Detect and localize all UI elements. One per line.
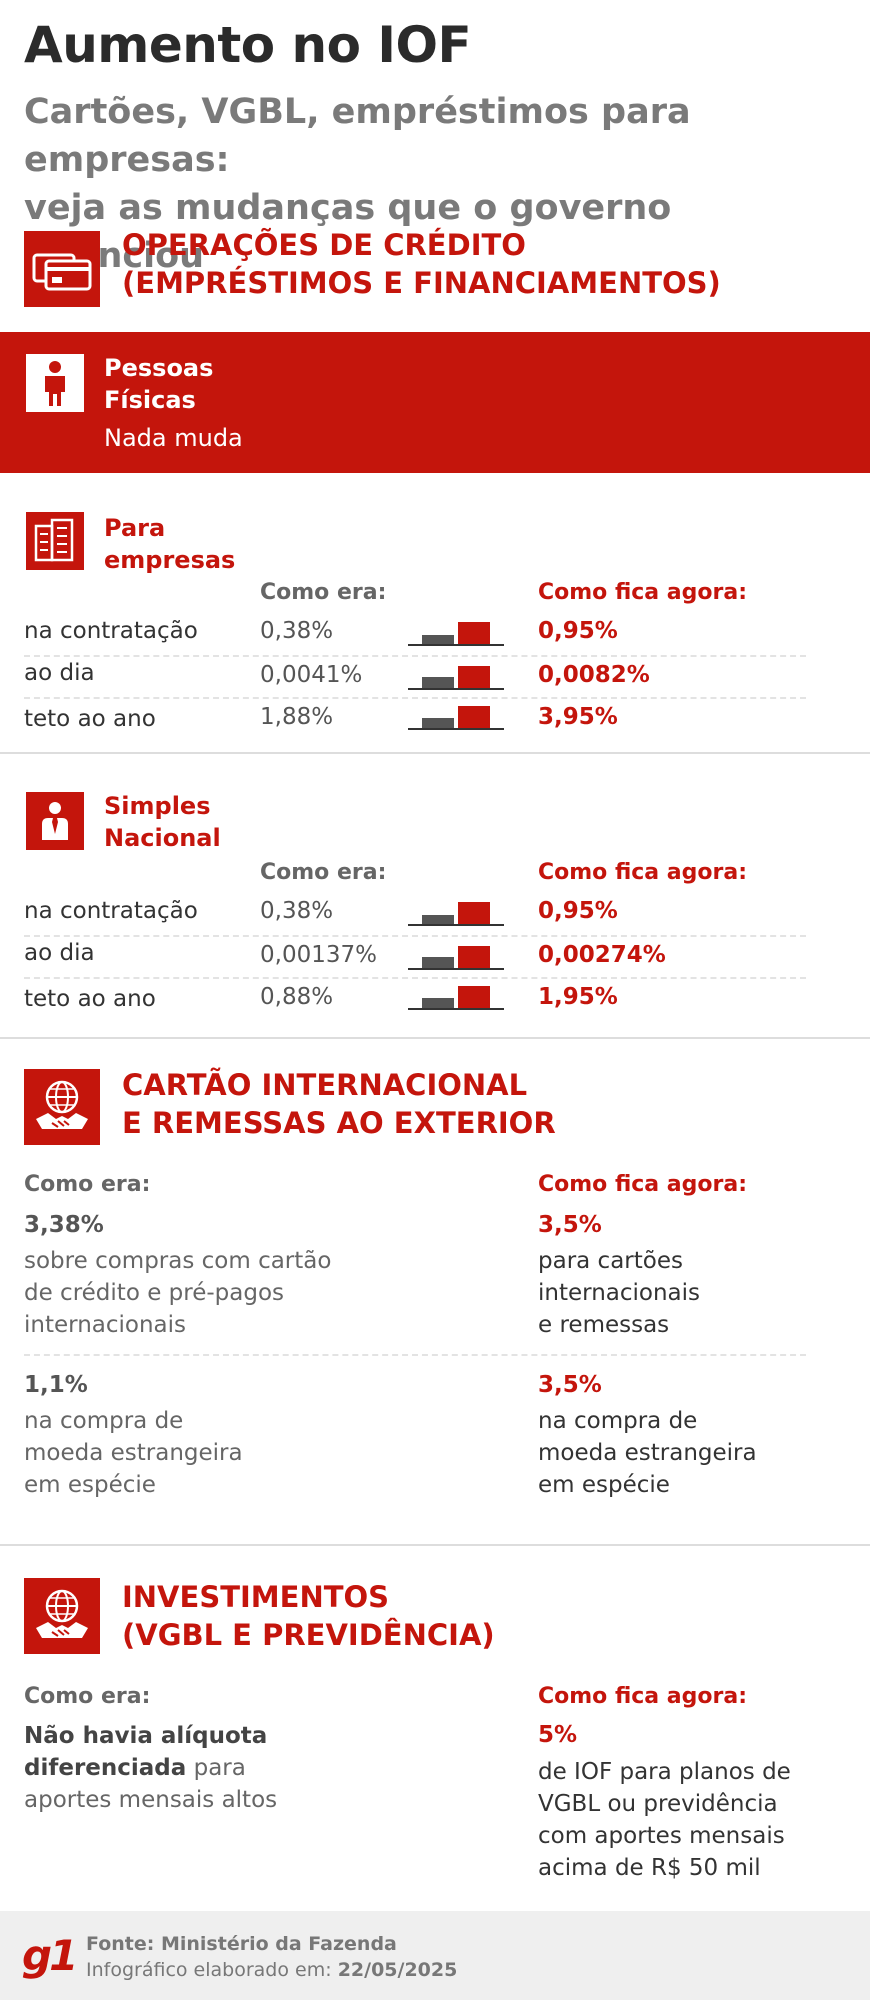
simples-row-new: 1,95% xyxy=(538,984,618,1010)
empresas-row-label: ao dia xyxy=(24,660,95,686)
empresas-row-old: 0,0041% xyxy=(260,662,363,688)
businessman-icon xyxy=(26,792,84,850)
pessoas-fisicas-band: Pessoas Físicas Nada muda xyxy=(0,332,870,473)
investments-new-value: 5% xyxy=(538,1722,578,1748)
old-bar xyxy=(422,718,454,728)
new-bar xyxy=(458,706,490,728)
empresas-row-new: 0,0082% xyxy=(538,662,650,688)
divider xyxy=(24,697,806,699)
empresas-row-new: 3,95% xyxy=(538,704,618,730)
empresas-head-old: Como era: xyxy=(260,580,387,605)
simples-row-old: 0,00137% xyxy=(260,942,377,968)
new-bar xyxy=(458,946,490,968)
international-head-old: Como era: xyxy=(24,1172,151,1197)
simples-row-label: na contratação xyxy=(24,898,198,924)
investments-head-new: Como fica agora: xyxy=(538,1684,748,1709)
section-separator xyxy=(0,1544,870,1546)
page-title: Aumento no IOF xyxy=(24,16,472,74)
empresas-head-new: Como fica agora: xyxy=(538,580,748,605)
empresas-row-bars xyxy=(408,664,504,690)
footer: g1 Fonte: Ministério da Fazenda Infográf… xyxy=(0,1911,870,2000)
new-bar xyxy=(458,986,490,1008)
footer-date: Infográfico elaborado em: 22/05/2025 xyxy=(86,1959,458,1981)
building-icon xyxy=(26,512,84,570)
international-item1-old-value: 3,38% xyxy=(24,1212,104,1238)
simples-head-old: Como era: xyxy=(260,860,387,885)
simples-row-new: 0,95% xyxy=(538,898,618,924)
empresas-row-bars xyxy=(408,620,504,646)
simples-row-old: 0,88% xyxy=(260,984,334,1010)
divider xyxy=(24,655,806,657)
divider xyxy=(24,977,806,979)
pessoas-fisicas-label: Pessoas Físicas xyxy=(104,354,214,414)
credit-card-icon xyxy=(24,231,100,307)
empresas-row-new: 0,95% xyxy=(538,618,618,644)
globe-handshake-icon xyxy=(24,1069,100,1145)
investments-section-title: INVESTIMENTOS (VGBL E PREVIDÊNCIA) xyxy=(122,1580,495,1652)
international-head-new: Como fica agora: xyxy=(538,1172,748,1197)
empresas-row-bars xyxy=(408,704,504,730)
divider xyxy=(24,935,806,937)
empresas-row-old: 0,38% xyxy=(260,618,334,644)
empresas-title: Para empresas xyxy=(104,514,236,574)
g1-logo: g1 xyxy=(22,1931,78,1980)
empresas-row-label: teto ao ano xyxy=(24,706,156,732)
new-bar xyxy=(458,902,490,924)
simples-row-bars xyxy=(408,944,504,970)
simples-row-new: 0,00274% xyxy=(538,942,666,968)
international-item1-new-value: 3,5% xyxy=(538,1212,602,1238)
globe-handshake-icon xyxy=(24,1578,100,1654)
person-icon xyxy=(26,354,84,412)
old-bar xyxy=(422,677,454,688)
international-item2-old-desc: na compra de moeda estrangeira em espéci… xyxy=(24,1408,243,1498)
simples-row-label: ao dia xyxy=(24,940,95,966)
divider xyxy=(24,1354,806,1356)
simples-row-bars xyxy=(408,984,504,1010)
investments-head-old: Como era: xyxy=(24,1684,151,1709)
international-section-title: CARTÃO INTERNACIONAL E REMESSAS AO EXTER… xyxy=(122,1068,556,1140)
international-item1-new-desc: para cartões internacionais e remessas xyxy=(538,1248,701,1338)
old-bar xyxy=(422,915,454,924)
new-bar xyxy=(458,622,490,644)
simples-row-label: teto ao ano xyxy=(24,986,156,1012)
old-bar xyxy=(422,957,454,968)
international-item2-old-value: 1,1% xyxy=(24,1372,88,1398)
footer-source: Fonte: Ministério da Fazenda xyxy=(86,1933,397,1955)
page-subtitle: Cartões, VGBL, empréstimos para empresas… xyxy=(24,92,691,276)
investments-old-desc: Não havia alíquota diferenciada para apo… xyxy=(24,1723,278,1813)
section-separator xyxy=(0,752,870,754)
credit-section-title: OPERAÇÕES DE CRÉDITO (EMPRÉSTIMOS E FINA… xyxy=(122,228,721,300)
empresas-row-old: 1,88% xyxy=(260,704,334,730)
simples-row-old: 0,38% xyxy=(260,898,334,924)
international-item1-old-desc: sobre compras com cartão de crédito e pr… xyxy=(24,1248,332,1338)
simples-row-bars xyxy=(408,900,504,926)
section-separator xyxy=(0,1037,870,1039)
international-item2-new-value: 3,5% xyxy=(538,1372,602,1398)
simples-title: Simples Nacional xyxy=(104,792,221,852)
simples-head-new: Como fica agora: xyxy=(538,860,748,885)
new-bar xyxy=(458,666,490,688)
old-bar xyxy=(422,998,454,1008)
international-item2-new-desc: na compra de moeda estrangeira em espéci… xyxy=(538,1408,757,1498)
pessoas-fisicas-text: Nada muda xyxy=(104,424,243,452)
investments-new-desc: de IOF para planos de VGBL ou previdênci… xyxy=(538,1759,791,1881)
empresas-row-label: na contratação xyxy=(24,618,198,644)
old-bar xyxy=(422,635,454,644)
